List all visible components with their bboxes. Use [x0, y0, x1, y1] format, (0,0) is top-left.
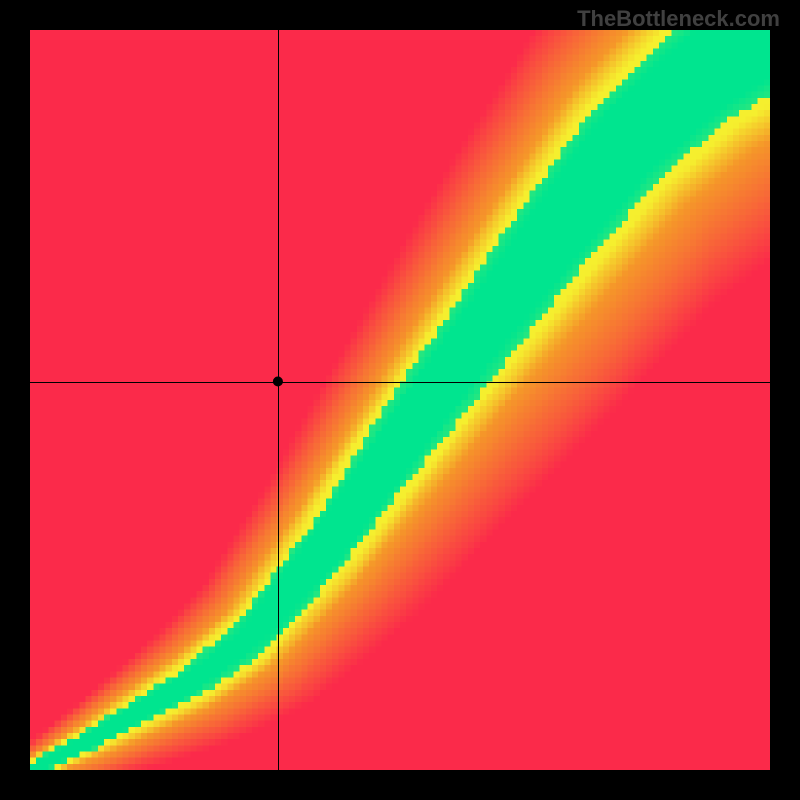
heatmap-plot: [30, 30, 770, 770]
watermark-text: TheBottleneck.com: [577, 6, 780, 32]
chart-container: TheBottleneck.com: [0, 0, 800, 800]
crosshair-overlay: [30, 30, 770, 770]
